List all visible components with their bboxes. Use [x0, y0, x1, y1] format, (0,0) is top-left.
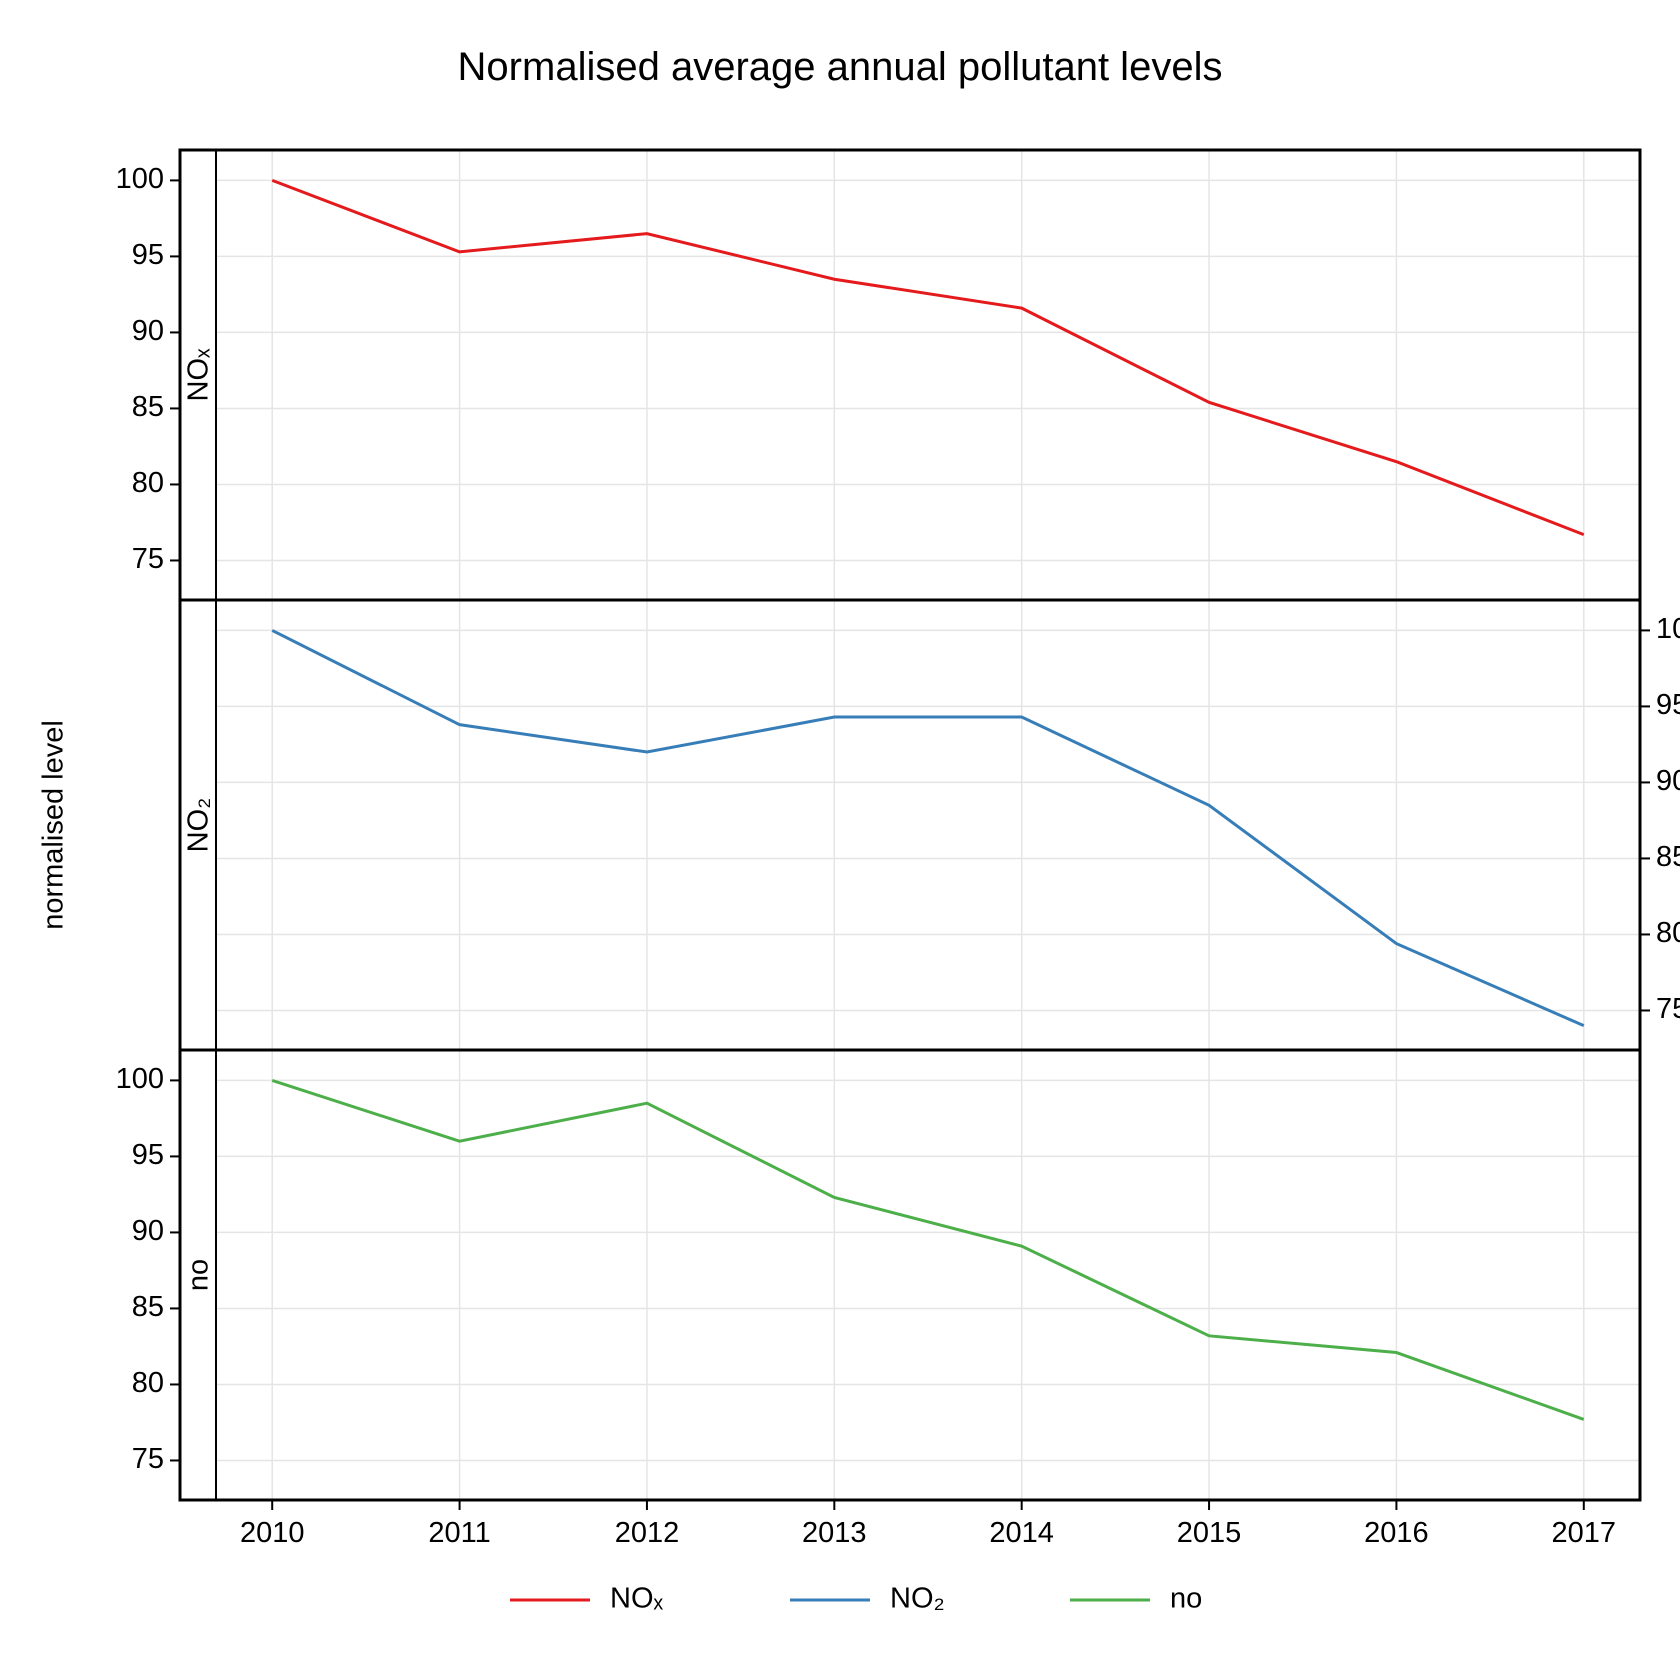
- chart-container: Normalised average annual pollutant leve…: [0, 0, 1680, 1680]
- ytick-label: 100: [116, 163, 164, 195]
- legend-label: no: [1170, 1583, 1202, 1615]
- y-axis-label: normalised level: [38, 720, 70, 930]
- ytick-label: 90: [132, 1215, 164, 1247]
- xtick-label: 2016: [1364, 1517, 1429, 1549]
- legend-label: NO₂: [890, 1583, 945, 1615]
- chart-title: Normalised average annual pollutant leve…: [458, 45, 1223, 89]
- ytick-label: 95: [132, 239, 164, 271]
- panel-strip-label: NOₓ: [183, 348, 215, 402]
- ytick-label: 80: [1656, 917, 1680, 949]
- panel-strip-label: no: [183, 1259, 215, 1291]
- xtick-label: 2010: [240, 1517, 305, 1549]
- ytick-label: 75: [132, 543, 164, 575]
- ytick-label: 85: [1656, 841, 1680, 873]
- ytick-label: 80: [132, 1367, 164, 1399]
- chart-svg: Normalised average annual pollutant leve…: [0, 0, 1680, 1680]
- ytick-label: 100: [116, 1063, 164, 1095]
- ytick-label: 85: [132, 391, 164, 423]
- xtick-label: 2017: [1552, 1517, 1617, 1549]
- ytick-label: 75: [1656, 993, 1680, 1025]
- ytick-label: 90: [1656, 765, 1680, 797]
- ytick-label: 75: [132, 1443, 164, 1475]
- ytick-label: 95: [132, 1139, 164, 1171]
- ytick-label: 80: [132, 467, 164, 499]
- ytick-label: 85: [132, 1291, 164, 1323]
- ytick-label: 100: [1656, 613, 1680, 645]
- legend-label: NOₓ: [610, 1583, 664, 1615]
- xtick-label: 2012: [615, 1517, 680, 1549]
- xtick-label: 2014: [989, 1517, 1054, 1549]
- panel-strip-label: NO₂: [183, 798, 215, 853]
- xtick-label: 2013: [802, 1517, 867, 1549]
- ytick-label: 90: [132, 315, 164, 347]
- xtick-label: 2011: [428, 1517, 490, 1549]
- xtick-label: 2015: [1177, 1517, 1242, 1549]
- ytick-label: 95: [1656, 689, 1680, 721]
